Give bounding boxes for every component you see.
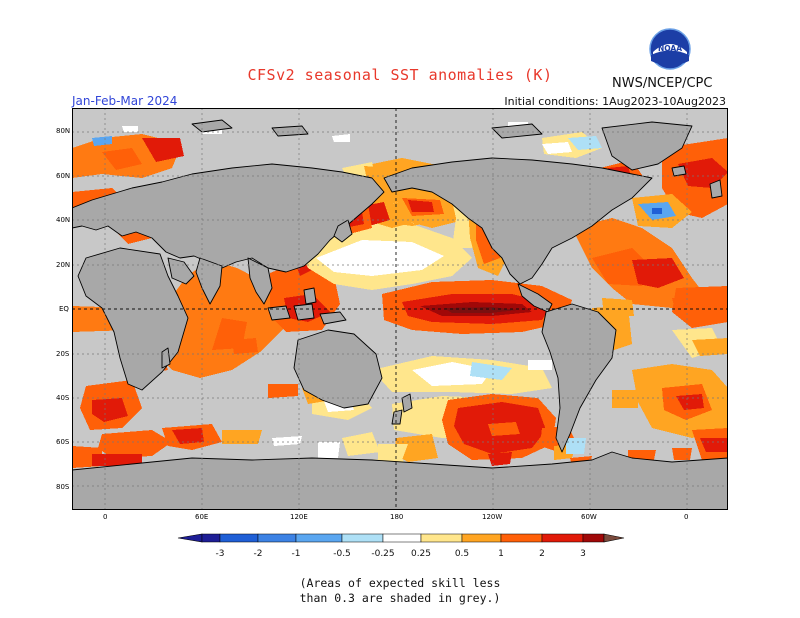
forecast-period: Jan-Feb-Mar 2024	[72, 94, 178, 108]
legend-swatch	[603, 533, 625, 543]
lon-label: 0	[103, 513, 108, 521]
lat-label: 80N	[56, 127, 71, 135]
lat-label: EQ	[59, 305, 69, 313]
lat-label: 40S	[56, 394, 70, 402]
noaa-logo-icon: NOAA	[649, 28, 691, 70]
legend-tick: -0.25	[371, 549, 394, 559]
legend-tick-labels: -3 -2 -1 -0.5 -0.25 0.25 0.5 1 2 3	[216, 549, 586, 559]
lat-label: 80S	[56, 483, 70, 491]
lat-label: 20N	[56, 261, 71, 269]
legend-swatch	[177, 533, 203, 543]
skill-note: (Areas of expected skill less than 0.3 a…	[0, 576, 800, 606]
color-legend: -3 -2 -1 -0.5 -0.25 0.25 0.5 1 2 3	[177, 533, 625, 559]
legend-swatch	[257, 533, 297, 543]
lon-label: 0	[684, 513, 689, 521]
legend-tick: -0.5	[333, 549, 351, 559]
legend-swatch	[420, 533, 463, 543]
sst-anomaly-map	[72, 108, 728, 510]
land-masses	[72, 119, 728, 510]
lon-label: 60E	[195, 513, 209, 521]
legend-swatch	[582, 533, 605, 543]
legend-tick: 0.5	[455, 549, 469, 559]
grid	[72, 108, 728, 510]
chart-title: CFSv2 seasonal SST anomalies (K)	[247, 66, 553, 84]
source-label: NWS/NCEP/CPC	[612, 76, 713, 91]
svg-text:NOAA: NOAA	[658, 44, 682, 53]
lon-label: 120E	[290, 513, 308, 521]
legend-swatch	[500, 533, 543, 543]
legend-tick: -1	[292, 549, 301, 559]
lon-label: 120W	[482, 513, 503, 521]
legend-tick: -2	[254, 549, 263, 559]
legend-tick: 0.25	[411, 549, 431, 559]
legend-swatch	[201, 533, 221, 543]
legend-tick: 1	[498, 549, 504, 559]
lat-label: 60S	[56, 438, 70, 446]
legend-swatch	[541, 533, 584, 543]
legend-swatch	[295, 533, 343, 543]
legend-tick: 3	[580, 549, 586, 559]
legend-tick: -3	[216, 549, 225, 559]
lat-label: 60N	[56, 172, 71, 180]
skill-note-line2: than 0.3 are shaded in grey.)	[299, 591, 501, 605]
legend-swatch	[341, 533, 384, 543]
lat-label: 40N	[56, 216, 71, 224]
legend-swatches	[177, 533, 625, 543]
legend-swatch	[219, 533, 259, 543]
lon-label: 60W	[581, 513, 597, 521]
legend-swatch	[382, 533, 422, 543]
legend-swatch	[461, 533, 502, 543]
initial-conditions: Initial conditions: 1Aug2023-10Aug2023	[504, 95, 726, 108]
lon-label: 180	[390, 513, 404, 521]
skill-note-line1: (Areas of expected skill less	[299, 576, 501, 590]
legend-tick: 2	[539, 549, 545, 559]
lat-label: 20S	[56, 350, 70, 358]
